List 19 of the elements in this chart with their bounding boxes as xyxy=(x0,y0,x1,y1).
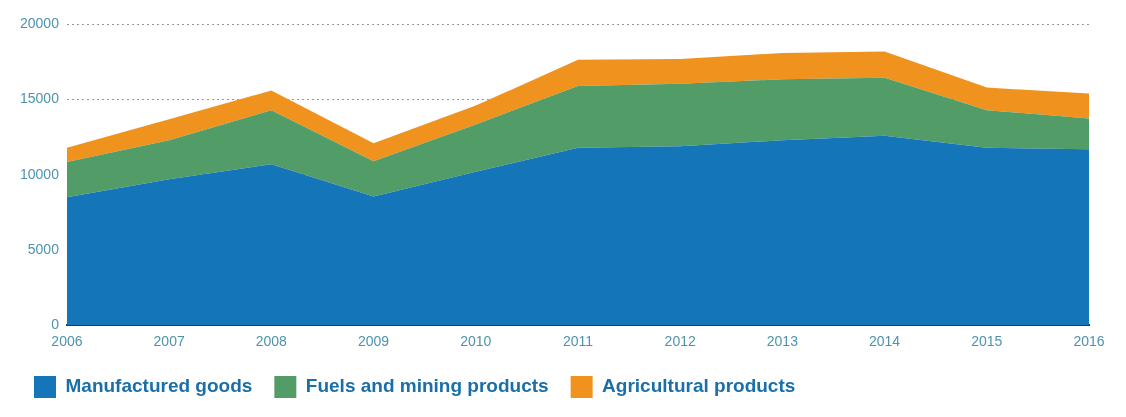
y-tick-label: 0 xyxy=(51,316,60,333)
legend-label: Manufactured goods xyxy=(65,375,253,397)
x-tick-label: 2015 xyxy=(971,333,1003,350)
y-tick-label: 10000 xyxy=(19,165,60,182)
y-tick-label: 20000 xyxy=(19,15,60,32)
x-tick-label: 2006 xyxy=(51,333,83,350)
legend-label: Agricultural products xyxy=(602,375,796,397)
x-tick-label: 2016 xyxy=(1073,333,1105,350)
x-tick-label: 2011 xyxy=(562,333,594,350)
x-tick-label: 2010 xyxy=(460,333,492,350)
legend-label: Fuels and mining products xyxy=(305,375,549,397)
x-tick-label: 2008 xyxy=(255,333,288,350)
x-tick-label: 2013 xyxy=(766,333,799,350)
y-tick-label: 5000 xyxy=(27,240,60,257)
x-tick-label: 2012 xyxy=(664,333,696,350)
x-tick-label: 2007 xyxy=(153,333,185,350)
x-tick-label: 2014 xyxy=(869,333,901,350)
y-tick-label: 15000 xyxy=(19,90,60,107)
x-tick-label: 2009 xyxy=(357,333,390,350)
